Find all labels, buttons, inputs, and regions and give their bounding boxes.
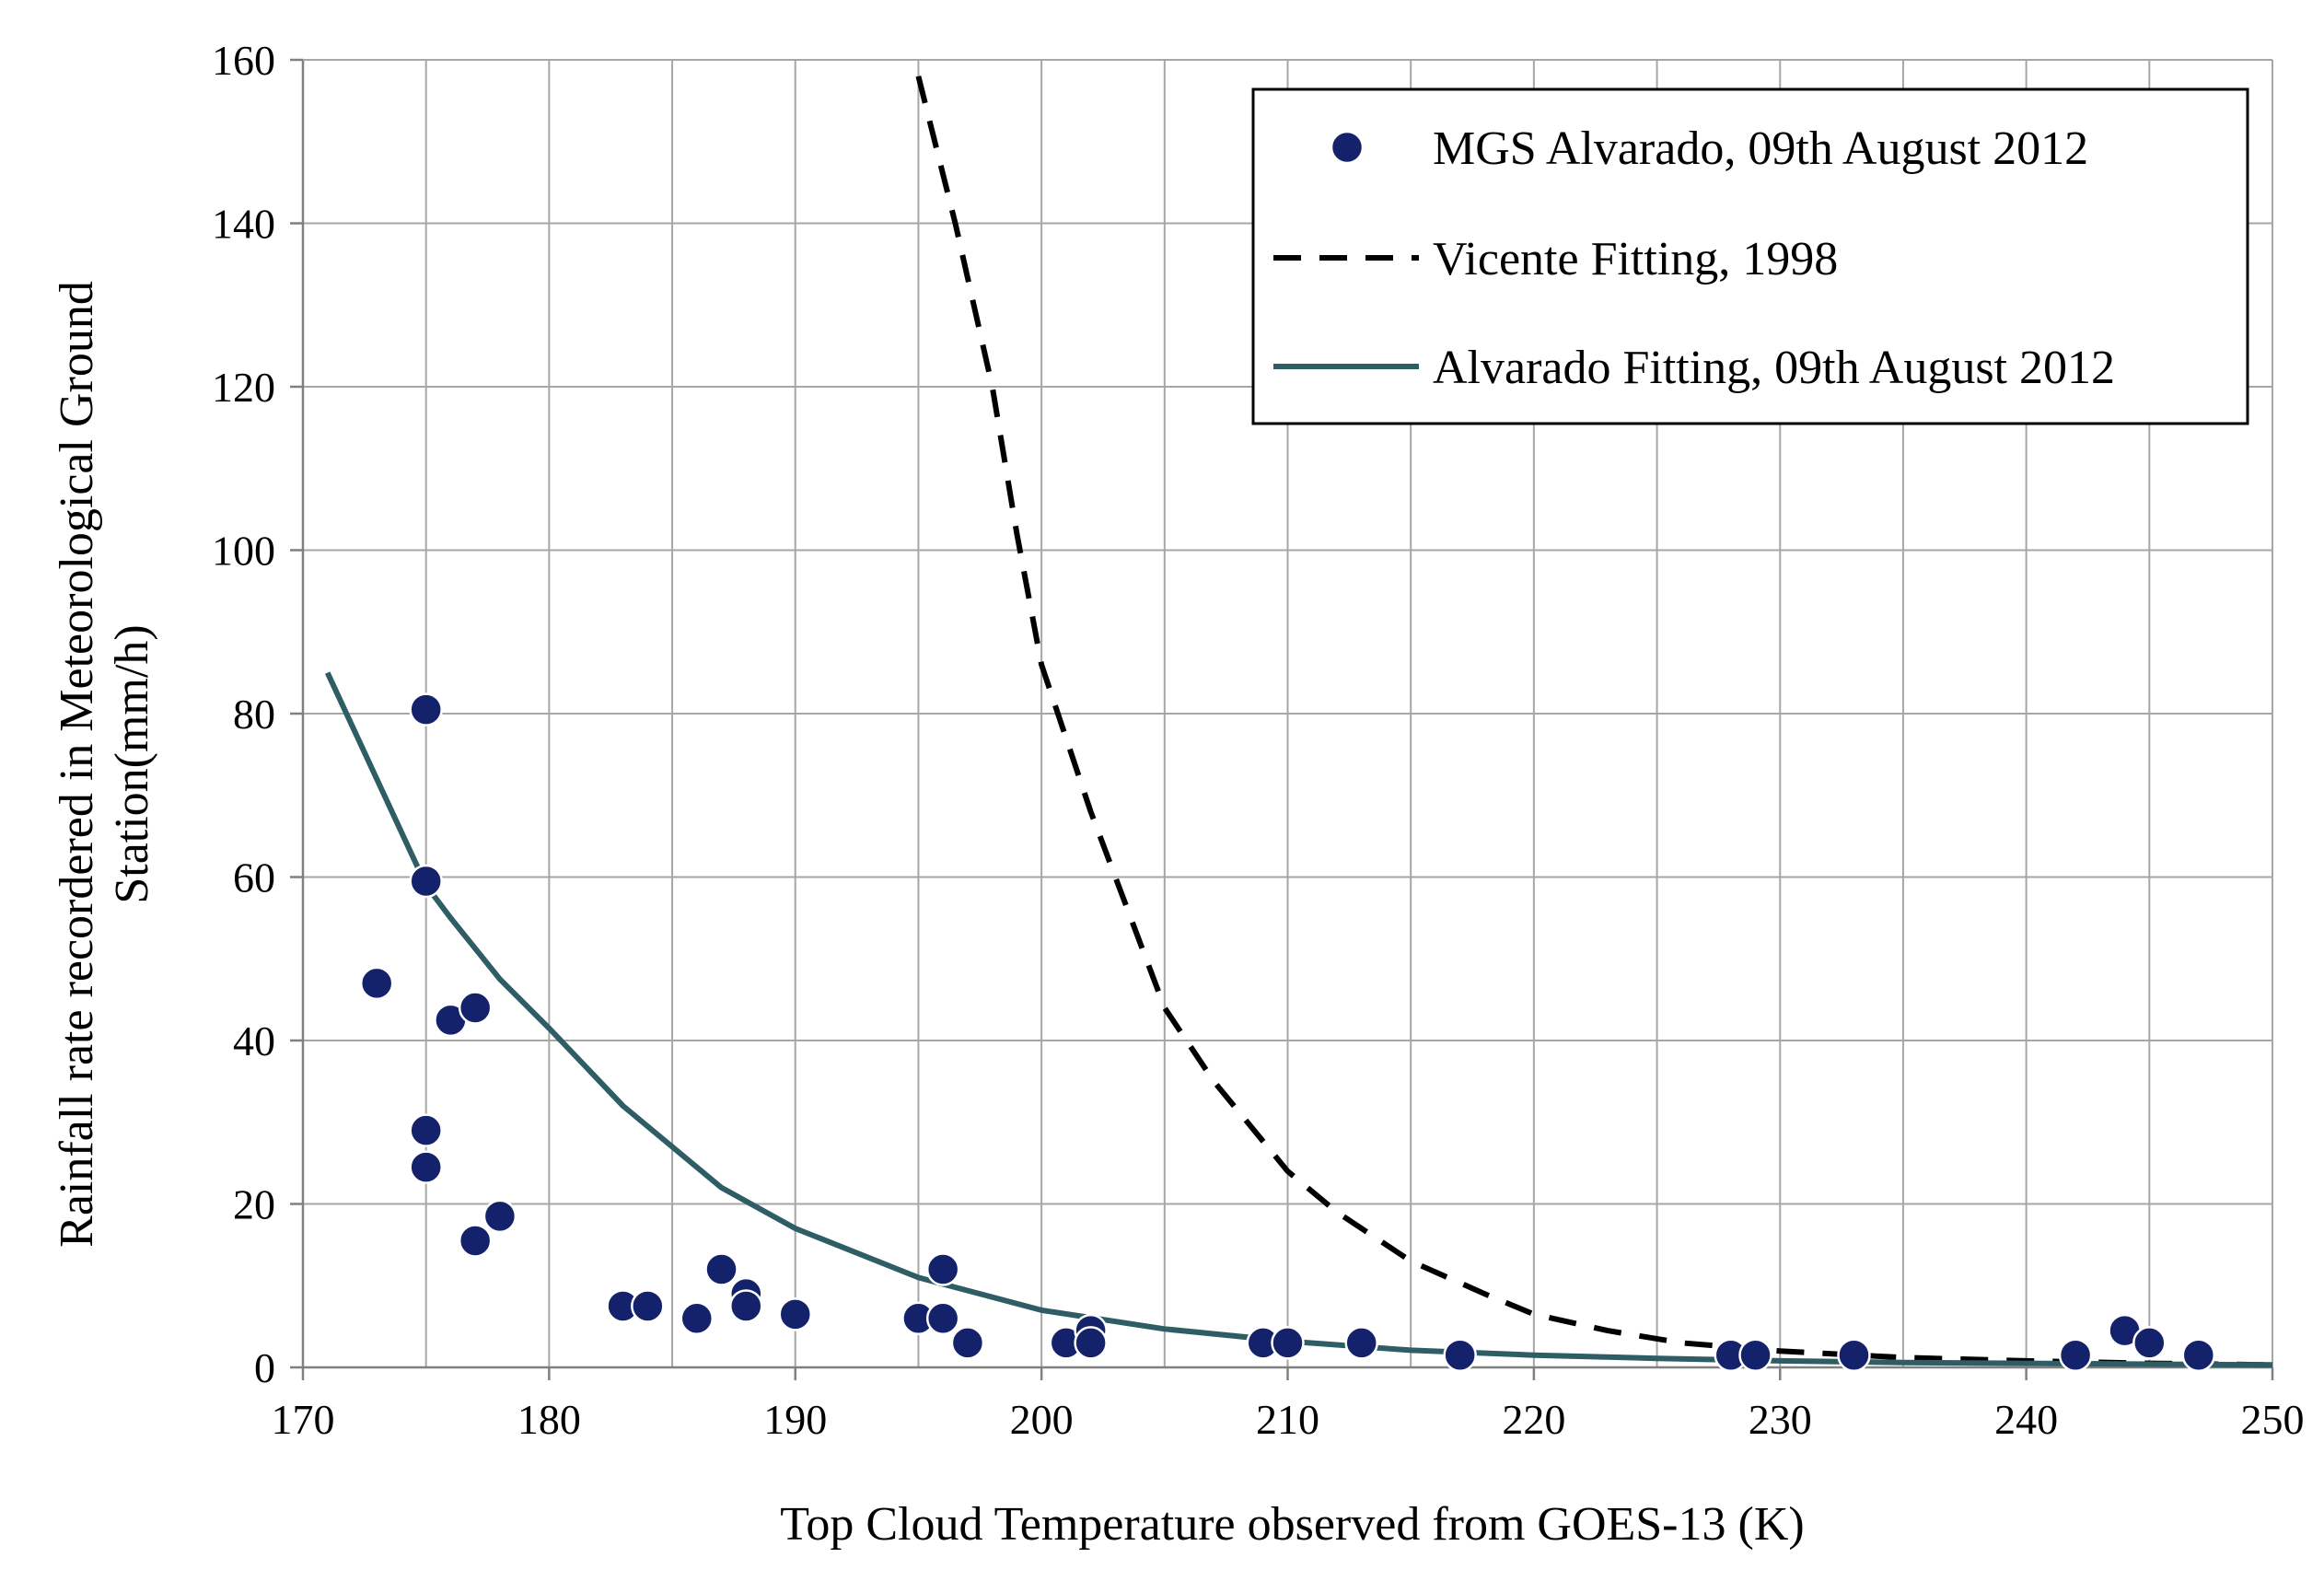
- axes: 0 20 40 60 80 100 120 140 160 170 180 190 200 210 220 2…: [212, 37, 2305, 1443]
- x-tick-label: 180: [517, 1396, 581, 1443]
- data-point: [409, 692, 443, 727]
- legend-label: Vicente Fitting, 1998: [1433, 233, 1838, 285]
- data-point: [729, 1289, 763, 1323]
- data-point: [1738, 1338, 1772, 1372]
- x-tick-label: 230: [1749, 1396, 1812, 1443]
- x-tick-label: 240: [1994, 1396, 2058, 1443]
- data-point: [925, 1252, 960, 1286]
- data-point: [1837, 1338, 1871, 1372]
- y-tick-label: 20: [233, 1181, 275, 1228]
- x-tick-label: 250: [2241, 1396, 2305, 1443]
- data-point: [1074, 1326, 1108, 1360]
- legend-label: Alvarado Fitting, 09th August 2012: [1433, 342, 2115, 394]
- y-tick-label: 160: [212, 37, 275, 84]
- x-tick-label: 190: [763, 1396, 827, 1443]
- y-tick-label: 40: [233, 1017, 275, 1064]
- x-tick-label: 210: [1256, 1396, 1319, 1443]
- plot-series: [324, 76, 2273, 1372]
- y-tick-label: 80: [233, 691, 275, 738]
- data-point: [409, 1150, 443, 1184]
- y-tick-label: 100: [212, 528, 275, 575]
- data-point: [704, 1252, 738, 1286]
- y-tick-label: 140: [212, 201, 275, 248]
- x-tick-label: 200: [1010, 1396, 1074, 1443]
- data-point: [1271, 1326, 1305, 1360]
- data-point: [950, 1326, 985, 1360]
- alvarado-fitting-line: [324, 671, 2273, 1368]
- y-tick-label: 0: [254, 1344, 275, 1391]
- legend-label: MGS Alvarado, 09th August 2012: [1433, 122, 2088, 175]
- data-point: [1443, 1338, 1477, 1372]
- data-point: [1344, 1326, 1378, 1360]
- x-tick-label: 220: [1502, 1396, 1565, 1443]
- data-point: [680, 1301, 715, 1335]
- legend: MGS Alvarado, 09th August 2012 Vicente Fi…: [1251, 87, 2249, 425]
- legend-marker-scatter: [1330, 130, 1365, 165]
- y-tick-label: 60: [233, 854, 275, 901]
- data-point: [409, 864, 443, 899]
- x-axis-title: Top Cloud Temperature observed from GOES…: [780, 1498, 1804, 1551]
- y-axis-title-line: Rainfall rate recordered in Meteorologic…: [51, 281, 103, 1248]
- data-point: [409, 1113, 443, 1147]
- vicente-fitting-line: [915, 76, 2273, 1368]
- data-point: [631, 1289, 665, 1323]
- data-point: [482, 1199, 517, 1234]
- x-tick-label: 170: [272, 1396, 335, 1443]
- data-point: [2132, 1326, 2167, 1360]
- data-point: [458, 991, 493, 1025]
- data-point: [2058, 1338, 2093, 1372]
- y-tick-label: 120: [212, 364, 275, 411]
- data-point: [925, 1301, 960, 1335]
- data-point: [359, 966, 394, 1001]
- data-point: [778, 1297, 812, 1331]
- data-point: [2181, 1338, 2216, 1372]
- y-axis-title-line: Station(mm/h): [106, 624, 158, 903]
- data-point: [458, 1224, 493, 1258]
- axis-labels: Top Cloud Temperature observed from GOES…: [51, 281, 1805, 1551]
